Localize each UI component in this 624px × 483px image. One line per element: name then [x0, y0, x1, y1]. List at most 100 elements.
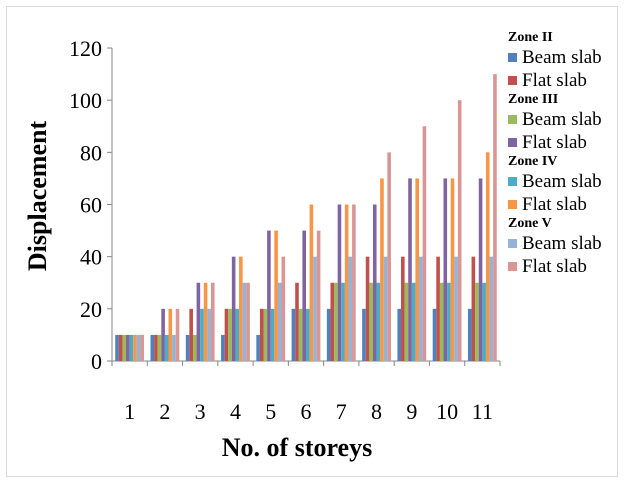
bar: [267, 230, 271, 361]
bar: [133, 334, 137, 361]
x-tick-label: 3: [195, 399, 206, 424]
bar: [432, 308, 437, 361]
bar: [313, 256, 317, 361]
legend-swatch: [508, 262, 517, 271]
bar: [482, 282, 486, 361]
bar: [401, 256, 405, 361]
bar: [140, 334, 145, 361]
bar: [450, 178, 455, 361]
bar: [281, 256, 286, 361]
bar: [246, 282, 250, 361]
bar: [404, 282, 409, 361]
bar: [295, 282, 299, 361]
x-tick-label: 10: [436, 399, 458, 424]
bar: [493, 74, 497, 361]
bar: [337, 204, 342, 361]
bar: [352, 204, 356, 361]
legend-item: Flat slab: [508, 193, 620, 216]
bar: [365, 256, 370, 361]
bar: [126, 334, 130, 361]
y-tick-label: 80: [80, 140, 102, 165]
bar: [228, 308, 232, 361]
legend-item-label: Beam slab: [522, 233, 602, 254]
x-axis-label: No. of storeys: [222, 433, 372, 462]
bar: [380, 178, 384, 361]
bar: [115, 334, 119, 361]
bar: [454, 256, 458, 361]
legend-item-label: Beam slab: [522, 171, 602, 192]
bar: [118, 334, 123, 361]
bar: [415, 178, 420, 361]
legend-zone-title: Zone II: [508, 30, 553, 45]
y-tick-label: 40: [80, 245, 102, 270]
x-tick-label: 1: [124, 399, 135, 424]
bar: [334, 282, 338, 361]
bar: [471, 256, 476, 361]
x-tick-label: 2: [159, 399, 170, 424]
bar: [478, 178, 483, 361]
bar: [302, 230, 306, 361]
bar: [408, 178, 412, 361]
legend-item: Beam slab: [508, 46, 620, 69]
bar: [397, 308, 402, 361]
x-tick-label: 6: [301, 399, 312, 424]
y-tick-label: 100: [69, 88, 102, 113]
bar-series: [115, 74, 497, 362]
bar: [270, 308, 275, 361]
bar: [122, 334, 127, 361]
legend-item-label: Flat slab: [522, 132, 587, 153]
x-tick-label: 5: [265, 399, 276, 424]
y-axis-label: Displacement: [23, 121, 52, 272]
bar: [411, 282, 416, 361]
chart-frame: [6, 6, 618, 477]
x-tick-label: 7: [336, 399, 347, 424]
bar: [168, 308, 173, 361]
bar: [467, 308, 472, 361]
bar: [274, 230, 278, 361]
legend-swatch: [508, 115, 517, 124]
bar: [239, 256, 243, 361]
legend-zone-title: Zone III: [508, 92, 559, 107]
bar: [200, 308, 204, 361]
bar: [129, 334, 134, 361]
bar: [309, 204, 314, 361]
bar: [376, 282, 381, 361]
bar: [383, 256, 388, 361]
bar: [192, 334, 197, 361]
bar: [298, 308, 303, 361]
bar: [224, 308, 229, 361]
legend-item-label: Beam slab: [522, 109, 602, 130]
bar: [235, 308, 240, 361]
bar: [164, 334, 169, 361]
bar: [362, 308, 366, 361]
bar: [242, 282, 247, 361]
legend-swatch: [508, 53, 517, 62]
legend-swatch: [508, 239, 517, 248]
bar: [387, 152, 391, 361]
bar: [485, 152, 490, 361]
legend-item-label: Flat slab: [522, 70, 587, 91]
bar: [189, 308, 193, 361]
legend-zone-title: Zone V: [508, 216, 552, 231]
bar: [231, 256, 236, 361]
bar: [196, 282, 201, 361]
bar: [263, 308, 268, 361]
bar: [341, 282, 345, 361]
legend-swatch: [508, 200, 517, 209]
bar: [306, 308, 310, 361]
bar: [154, 334, 158, 361]
bar: [207, 308, 211, 361]
bar: [150, 334, 155, 361]
legend-item: Beam slab: [508, 108, 620, 131]
y-tick-label: 0: [91, 349, 102, 374]
legend-swatch: [508, 177, 517, 186]
x-tick-label: 4: [230, 399, 241, 424]
x-axis-ticks: 1 2 3 4 5 6 7 8 9 10 11: [111, 361, 501, 424]
bar: [157, 334, 162, 361]
bar: [436, 256, 440, 361]
bar: [161, 308, 165, 361]
bar: [330, 282, 335, 361]
bar: [372, 204, 377, 361]
bar: [443, 178, 448, 361]
